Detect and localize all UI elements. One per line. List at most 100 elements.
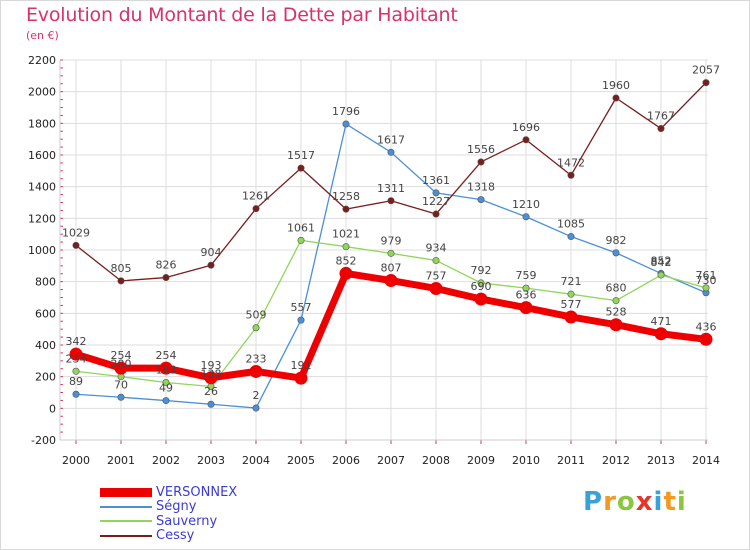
data-label: 1227 [422, 195, 450, 208]
data-label: 1960 [602, 79, 630, 92]
data-label: 1617 [377, 133, 405, 146]
data-label: 528 [606, 306, 627, 319]
x-tick-label: 2011 [557, 454, 585, 467]
data-point [342, 205, 350, 213]
proxiti-logo: Proxiti [583, 487, 687, 517]
data-point [117, 277, 125, 285]
data-point [567, 171, 575, 179]
legend-label: Ségny [156, 499, 197, 515]
data-label: 1796 [332, 105, 360, 118]
data-label: 193 [201, 359, 222, 372]
logo-letter: P [583, 487, 604, 517]
data-point [432, 210, 440, 218]
legend-swatch [100, 487, 152, 497]
data-point [69, 347, 83, 361]
data-point [477, 158, 485, 166]
legend-item: VERSONNEX [100, 485, 237, 500]
data-label: 233 [246, 352, 267, 365]
data-point [429, 281, 443, 295]
legend-label: VERSONNEX [156, 484, 238, 500]
data-label: 852 [336, 254, 357, 267]
data-point [252, 205, 260, 213]
legend-swatch [100, 505, 152, 508]
logo-letter: x [635, 487, 654, 517]
data-label: 842 [651, 256, 672, 269]
data-label: 1767 [647, 110, 675, 123]
data-label: 191 [291, 359, 312, 372]
data-point [519, 301, 533, 315]
logo-letter: i [676, 487, 687, 517]
data-label: 721 [561, 275, 582, 288]
legend-item: Sauverny [100, 514, 237, 529]
legend-label: Cessy [156, 528, 195, 544]
y-tick-label: 200 [35, 371, 56, 384]
data-label: 1361 [422, 174, 450, 187]
data-point [474, 292, 488, 306]
logo-letter: r [603, 487, 617, 517]
data-point [339, 266, 353, 280]
data-label: 761 [696, 269, 717, 282]
data-label: 680 [606, 282, 627, 295]
data-point [117, 393, 125, 401]
legend-swatch [100, 534, 152, 537]
y-tick-label: 800 [35, 276, 56, 289]
logo-letter: i [653, 487, 664, 517]
data-label: 49 [159, 382, 173, 395]
y-tick-label: 1000 [28, 244, 56, 257]
x-tick-label: 2013 [647, 454, 675, 467]
data-label: 70 [114, 378, 128, 391]
y-tick-label: 2200 [28, 54, 56, 67]
data-label: 730 [696, 274, 717, 287]
data-point [654, 327, 668, 341]
data-point [162, 397, 170, 405]
data-point [522, 136, 530, 144]
data-point [432, 256, 440, 264]
data-point [297, 164, 305, 172]
data-label: 254 [111, 349, 132, 362]
data-point [207, 400, 215, 408]
logo-letter: o [616, 487, 636, 517]
x-tick-label: 2001 [107, 454, 135, 467]
data-label: 1311 [377, 182, 405, 195]
data-point [477, 279, 485, 287]
x-tick-label: 2005 [287, 454, 315, 467]
data-label: 471 [651, 315, 672, 328]
data-point [252, 404, 260, 412]
data-label: 200 [111, 358, 132, 371]
data-label: 577 [561, 298, 582, 311]
data-label: 1556 [467, 143, 495, 156]
data-label: 2057 [692, 64, 720, 77]
data-point [657, 271, 665, 279]
data-label: 254 [156, 349, 177, 362]
data-label: 759 [516, 269, 537, 282]
data-point [564, 310, 578, 324]
data-label: 163 [156, 364, 177, 377]
data-point [609, 318, 623, 332]
data-label: 138 [201, 367, 222, 380]
data-point [477, 196, 485, 204]
data-label: 1021 [332, 228, 360, 241]
data-label: 1085 [557, 218, 585, 231]
data-point [612, 297, 620, 305]
data-label: 807 [381, 262, 402, 275]
y-tick-label: 0 [49, 402, 56, 415]
legend-swatch [100, 520, 152, 523]
data-label: 89 [69, 375, 83, 388]
data-point [387, 249, 395, 257]
data-point [699, 332, 713, 346]
data-label: 1061 [287, 221, 315, 234]
data-point [432, 189, 440, 197]
data-label: 509 [246, 309, 267, 322]
data-point [612, 94, 620, 102]
x-tick-label: 2004 [242, 454, 270, 467]
data-point [72, 241, 80, 249]
data-point [702, 284, 710, 292]
x-tick-label: 2002 [152, 454, 180, 467]
data-point [297, 236, 305, 244]
y-tick-label: 1800 [28, 117, 56, 130]
data-label: 826 [156, 259, 177, 272]
y-tick-label: 400 [35, 339, 56, 352]
data-label: 1472 [557, 156, 585, 169]
x-tick-label: 2000 [62, 454, 90, 467]
y-tick-label: -200 [31, 434, 56, 447]
